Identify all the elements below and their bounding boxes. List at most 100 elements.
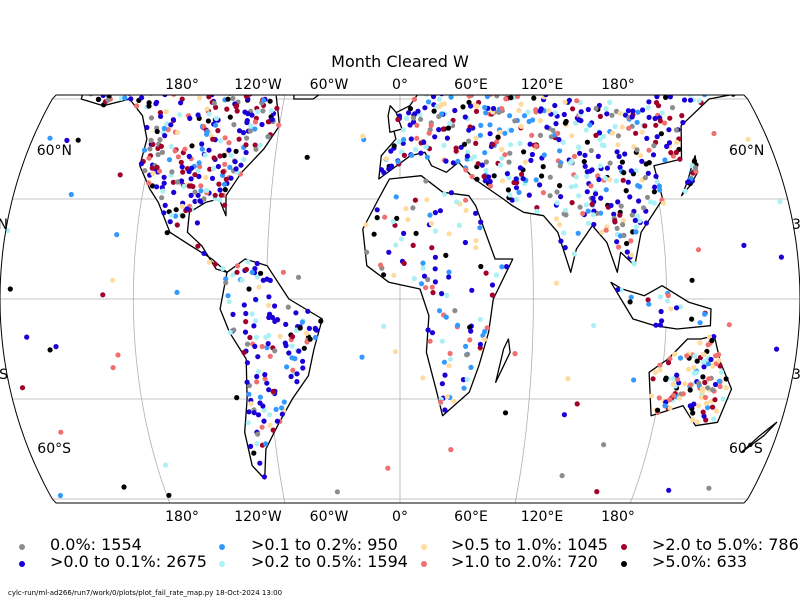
station-point-1565 — [420, 260, 426, 266]
station-point-486 — [439, 95, 445, 97]
station-point-53 — [187, 59, 192, 64]
station-point-849 — [639, 90, 644, 95]
station-point-258 — [201, 196, 207, 202]
station-point-1550 — [166, 492, 172, 498]
station-point-1499 — [708, 356, 714, 363]
station-point-881 — [577, 150, 583, 156]
station-point-1387 — [696, 403, 702, 409]
station-point-679 — [614, 225, 620, 231]
station-point-1613 — [57, 492, 64, 499]
station-point-1242 — [267, 412, 273, 418]
station-point-323 — [150, 171, 156, 177]
station-point-834 — [678, 77, 683, 82]
station-point-1423 — [711, 334, 717, 340]
station-point-1490 — [671, 381, 677, 387]
station-point-17 — [251, 54, 256, 59]
station-point-1405 — [710, 363, 716, 369]
station-point-1576 — [58, 429, 64, 435]
station-point-362 — [220, 169, 226, 175]
station-point-734 — [612, 123, 618, 130]
station-point-373 — [146, 180, 152, 186]
landmass-new-zealand — [740, 421, 778, 453]
station-point-1528 — [627, 299, 633, 305]
station-point-1212 — [289, 355, 295, 361]
station-point-854 — [679, 113, 685, 119]
station-point-382 — [181, 63, 186, 68]
station-point-1219 — [279, 405, 285, 411]
station-point-103 — [188, 192, 194, 198]
station-point-789 — [585, 220, 592, 226]
station-point-1119 — [466, 99, 472, 105]
station-point-479 — [548, 56, 553, 61]
station-point-491 — [588, 47, 593, 52]
station-point-592 — [600, 53, 605, 58]
station-point-623 — [644, 135, 650, 141]
station-point-1020 — [409, 152, 415, 158]
station-point-707 — [524, 61, 529, 66]
station-point-261 — [186, 153, 192, 159]
station-point-1357 — [386, 249, 392, 255]
station-point-1522 — [673, 305, 680, 311]
station-point-1497 — [687, 403, 693, 409]
station-point-961 — [408, 136, 414, 142]
station-point-972 — [440, 126, 446, 132]
station-point-1113 — [445, 125, 451, 131]
station-point-231 — [129, 65, 134, 70]
station-point-956 — [546, 108, 552, 114]
lon-bottom-label-4: 60°E — [454, 509, 488, 525]
landmass-uk — [387, 105, 403, 133]
station-point-1431 — [694, 419, 701, 425]
lon-bottom-label-1: 120°W — [234, 509, 282, 525]
station-point-630 — [670, 81, 675, 86]
station-point-387 — [249, 112, 255, 118]
station-point-1188 — [243, 266, 249, 273]
station-point-664 — [562, 99, 568, 105]
station-point-726 — [590, 48, 595, 53]
lat-right-label-2: 3 — [792, 367, 800, 383]
station-point-871 — [516, 107, 522, 113]
station-point-1076 — [461, 141, 468, 147]
station-point-859 — [558, 70, 563, 75]
station-point-1546 — [726, 322, 732, 328]
station-point-1498 — [696, 380, 702, 386]
station-point-805 — [550, 127, 556, 133]
station-point-142 — [220, 75, 225, 80]
station-point-131 — [224, 76, 229, 81]
station-point-201 — [210, 71, 215, 76]
station-point-641 — [576, 43, 581, 48]
station-point-1099 — [631, 261, 637, 267]
station-point-1560 — [385, 465, 391, 471]
station-point-1441 — [700, 374, 706, 380]
station-point-1203 — [286, 350, 292, 356]
station-point-1595 — [533, 143, 539, 149]
station-point-1034 — [603, 106, 609, 112]
station-point-1244 — [254, 373, 260, 380]
station-point-908 — [677, 156, 683, 162]
station-point-478 — [669, 105, 676, 111]
station-point-1324 — [429, 284, 435, 290]
station-point-1331 — [429, 330, 436, 336]
station-point-25 — [259, 121, 265, 128]
station-point-571 — [591, 72, 596, 77]
station-point-383 — [162, 95, 168, 98]
station-point-1611 — [7, 286, 13, 292]
station-point-1345 — [443, 314, 449, 320]
station-point-857 — [595, 69, 600, 74]
station-point-1600 — [295, 274, 302, 280]
station-point-1144 — [234, 263, 241, 269]
station-point-7 — [161, 71, 166, 76]
station-point-1210 — [274, 317, 280, 323]
station-point-477 — [606, 71, 611, 76]
station-point-1476 — [701, 352, 707, 358]
lon-top-label-3: 0° — [392, 77, 408, 93]
station-point-1603 — [75, 137, 81, 143]
station-point-685 — [541, 152, 547, 158]
station-point-1302 — [427, 338, 433, 344]
station-point-225 — [238, 59, 243, 64]
station-point-1069 — [564, 54, 569, 59]
station-point-1417 — [649, 393, 655, 399]
station-point-786 — [537, 182, 543, 188]
station-point-1062 — [695, 68, 700, 73]
station-point-1052 — [448, 95, 454, 100]
station-point-221 — [162, 133, 168, 139]
